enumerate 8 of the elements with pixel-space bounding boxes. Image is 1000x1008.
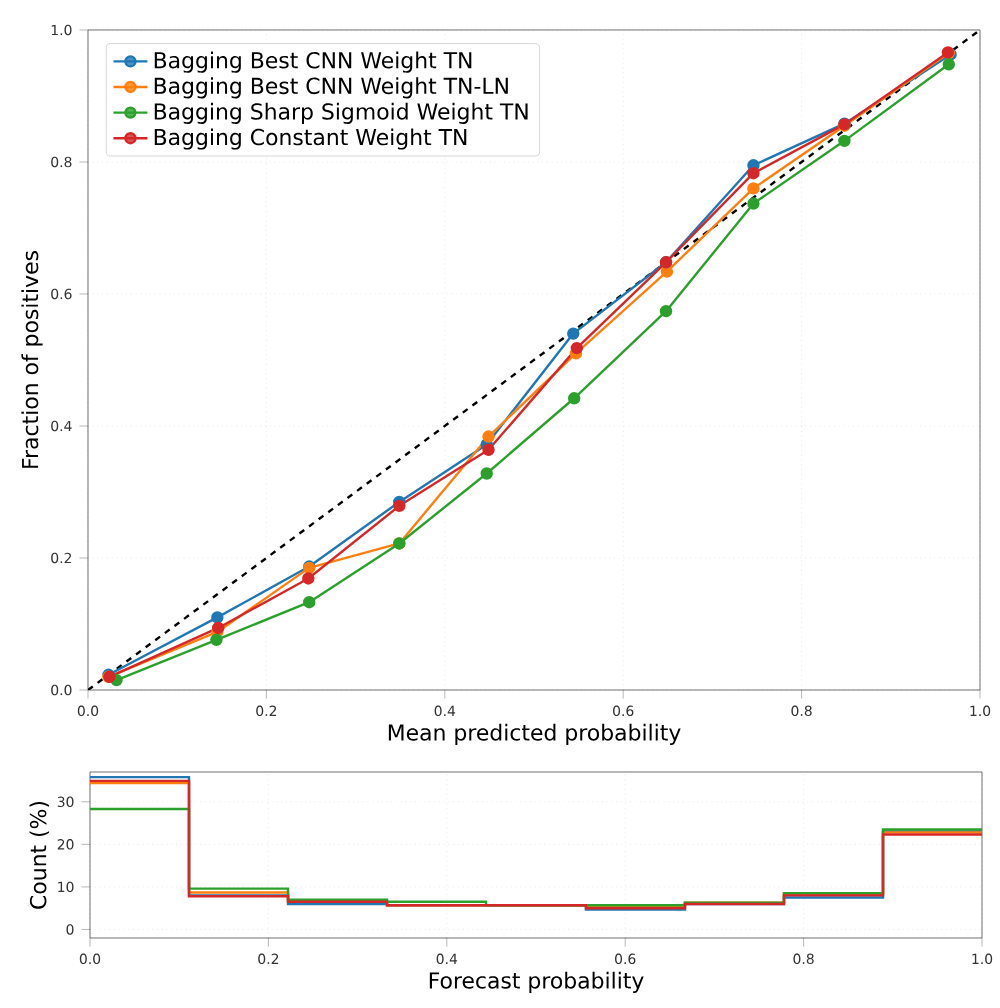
legend-label: Bagging Sharp Sigmoid Weight TN	[154, 102, 528, 124]
legend-label: Bagging Best CNN Weight TN	[154, 51, 472, 73]
y-axis-title: Count (%)	[29, 801, 50, 909]
x-axis-title: Mean predicted probability	[389, 723, 681, 745]
x-axis-title: Forecast probability	[429, 971, 644, 993]
y-axis-title: Fraction of positives	[21, 251, 43, 468]
legend-label: Bagging Constant Weight TN	[154, 128, 467, 150]
legend-label: Bagging Best CNN Weight TN-LN	[154, 77, 508, 99]
